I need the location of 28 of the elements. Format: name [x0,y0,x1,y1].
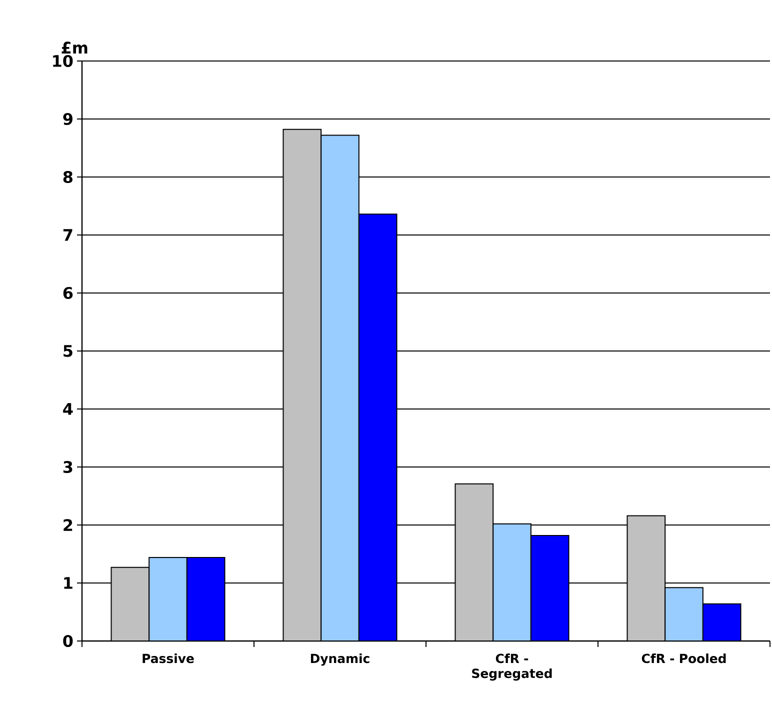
bar [186,556,226,641]
x-tick-label: CfR - Segregated [472,654,552,681]
y-axis-title: £m [62,42,88,54]
bar [454,483,494,641]
y-tick-label: 9 [63,112,72,126]
y-tick-label: 5 [64,345,72,357]
y-tick-label: 6 [63,286,73,300]
bar [664,587,704,641]
y-tick-label: 7 [63,229,72,241]
bar [626,515,666,641]
bar [148,556,188,641]
y-tick-label: 4 [63,403,73,415]
y-tick-label: 2 [64,519,72,531]
bar [358,214,398,641]
y-tick-label: 1 [64,577,72,589]
bar [492,523,532,641]
bar [530,534,570,641]
bar [702,603,742,641]
y-tick-label: 3 [63,460,72,474]
y-tick-label: 0 [63,634,73,648]
y-tick-label: 8 [63,170,72,184]
y-tick-label: 10 [53,54,73,68]
x-tick-label: Passive [142,654,194,664]
bar [320,134,360,641]
bar [282,128,322,641]
x-tick-label: Dynamic [310,654,370,666]
x-tick-label: CfR - Pooled [642,654,726,664]
bar [110,566,150,641]
